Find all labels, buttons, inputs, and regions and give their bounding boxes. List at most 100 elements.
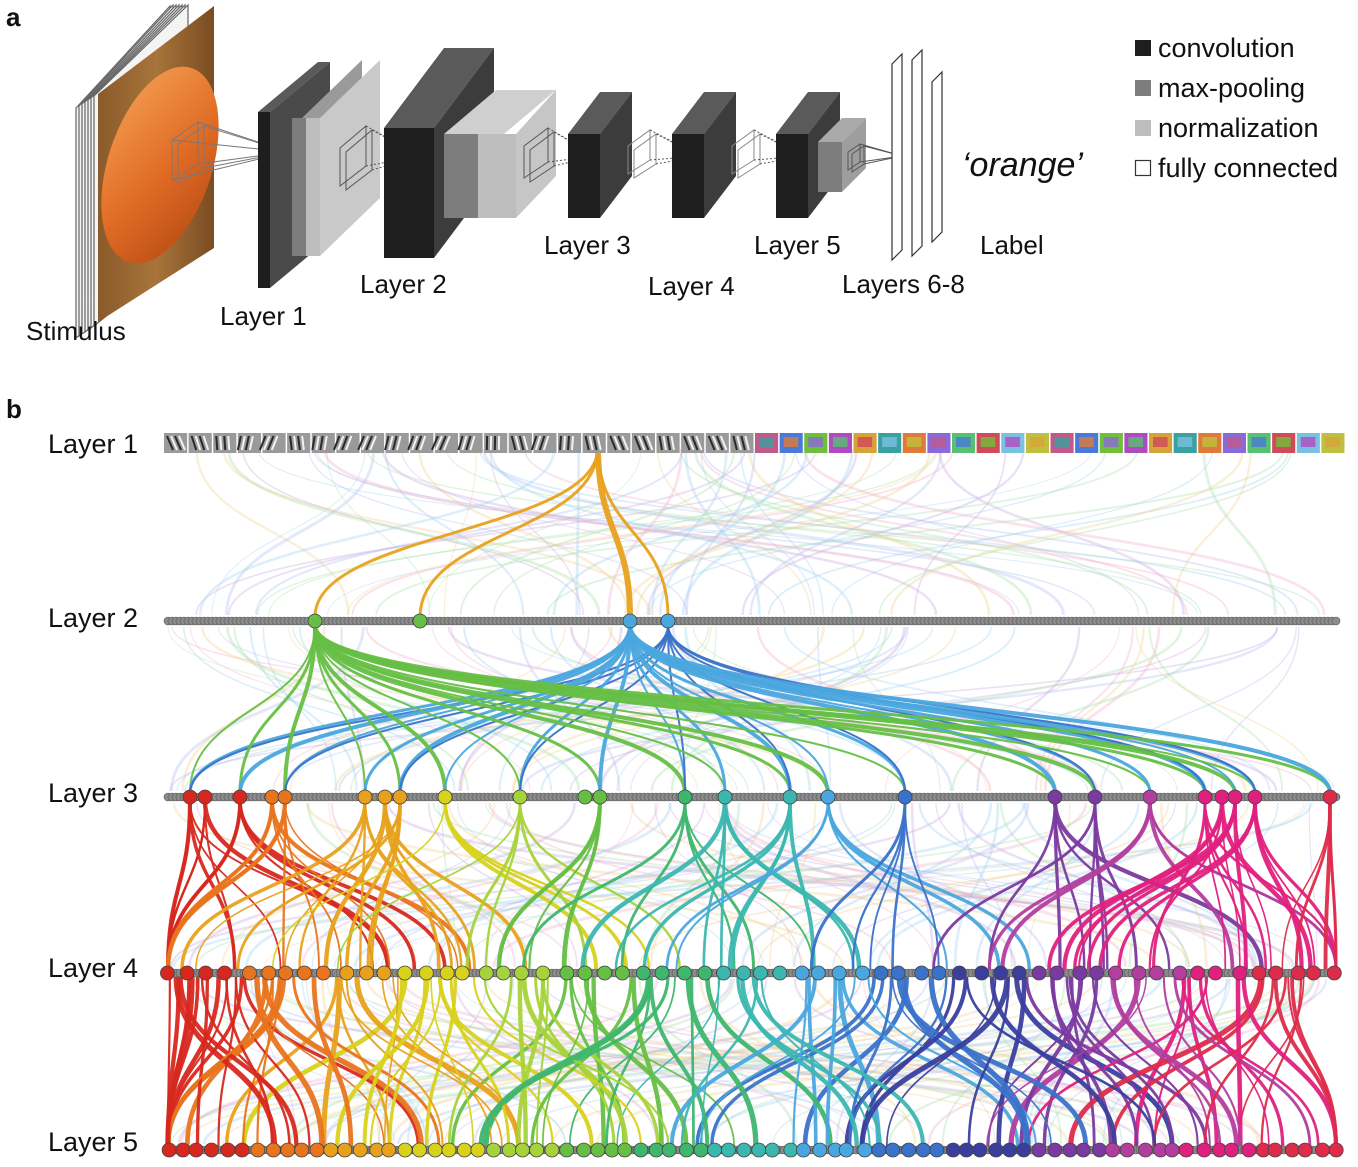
filter-thumbnail xyxy=(1099,433,1123,453)
highlighted-unit-node xyxy=(576,1142,592,1158)
highlighted-unit-node xyxy=(544,1142,560,1158)
highlighted-edge xyxy=(313,624,602,794)
filter-thumbnail-stripe xyxy=(715,435,724,451)
filter-thumbnail-blob xyxy=(906,437,922,447)
layer2-pool-front xyxy=(444,134,478,218)
filter-thumbnail xyxy=(164,433,188,453)
node-row-layer4 xyxy=(160,965,1342,981)
faint-edge xyxy=(1100,626,1297,792)
highlighted-unit-node xyxy=(782,789,798,805)
legend-label-fully-connected: fully connected xyxy=(1158,153,1338,183)
layer5-conv-front xyxy=(776,134,808,218)
highlighted-edge xyxy=(792,976,808,1147)
highlighted-edge xyxy=(465,800,522,970)
faint-edge xyxy=(953,802,1000,968)
filter-thumbnail-bg xyxy=(631,433,655,453)
faint-edge xyxy=(1160,802,1208,968)
highlighted-unit-node xyxy=(988,1142,1004,1158)
filter-thumbnail-blob xyxy=(1054,437,1070,447)
faint-edge xyxy=(256,448,937,616)
filter-thumbnail-stripe xyxy=(522,435,529,451)
highlighted-edge xyxy=(1050,976,1139,1147)
highlighted-edge xyxy=(311,976,354,1147)
highlighted-unit-node xyxy=(1214,789,1230,805)
layer3-conv-side xyxy=(600,92,632,218)
faint-edge xyxy=(878,448,1293,616)
highlighted-unit-node xyxy=(339,965,355,981)
highlighted-edge xyxy=(595,446,633,618)
highlighted-unit-node xyxy=(1142,789,1158,805)
highlighted-unit-node xyxy=(753,965,768,981)
filter-thumbnail-stripe xyxy=(219,435,223,451)
faint-edge xyxy=(226,448,601,616)
faint-edge xyxy=(353,802,1026,968)
highlighted-edge xyxy=(480,976,652,1147)
legend-label-max-pooling: max-pooling xyxy=(1158,73,1305,103)
highlighted-edge xyxy=(1204,800,1227,970)
faint-edge xyxy=(184,626,992,792)
faint-edge xyxy=(656,448,812,616)
highlighted-unit-node xyxy=(812,1142,828,1158)
layer3-block xyxy=(568,92,701,218)
highlighted-unit-node xyxy=(1322,789,1338,805)
highlighted-unit-node xyxy=(577,965,593,981)
faint-edge xyxy=(1202,448,1277,616)
faint-edge xyxy=(913,448,1007,616)
highlighted-edge xyxy=(313,446,600,618)
filter-thumbnail-stripe xyxy=(194,435,202,451)
filter-thumbnail-stripe xyxy=(744,435,750,451)
highlighted-unit-node xyxy=(1208,965,1223,981)
filter-thumbnail-stripe xyxy=(258,435,267,451)
filter-thumbnail xyxy=(631,433,655,453)
filter-thumbnail-blob xyxy=(1005,437,1020,447)
highlighted-edge xyxy=(685,976,759,1147)
highlighted-unit-node xyxy=(1089,965,1104,981)
faint-edge xyxy=(575,448,581,616)
filter-thumbnail xyxy=(1025,433,1049,453)
highlighted-unit-node xyxy=(1072,965,1088,981)
highlighted-edge xyxy=(189,624,316,794)
faint-edge xyxy=(685,448,756,616)
highlighted-unit-node xyxy=(412,613,428,629)
highlighted-unit-node xyxy=(277,789,293,805)
faint-edge xyxy=(283,626,893,792)
filter-thumbnail-blob xyxy=(1079,437,1094,447)
highlighted-edge xyxy=(530,976,633,1147)
faint-edge xyxy=(323,448,1016,616)
filter-thumbnail-stripe xyxy=(514,435,521,451)
filter-thumbnail xyxy=(1124,433,1148,453)
filter-thumbnail xyxy=(484,433,508,453)
faint-edge xyxy=(386,802,1295,968)
layer2-conv-top xyxy=(384,48,494,128)
faint-edge xyxy=(334,626,865,792)
highlighted-unit-node xyxy=(914,965,930,981)
highlighted-edge xyxy=(323,800,388,970)
filter-thumbnail-stripe xyxy=(736,435,742,451)
highlighted-unit-node xyxy=(648,1142,664,1158)
highlighted-unit-node xyxy=(635,965,651,981)
highlighted-edge xyxy=(901,976,1029,1147)
faint-edge xyxy=(941,978,1066,1145)
stimulus-image xyxy=(75,3,289,340)
highlighted-unit-node xyxy=(280,1142,296,1158)
legend-label-normalization: normalization xyxy=(1158,113,1319,143)
highlighted-unit-node xyxy=(794,965,810,981)
highlighted-unit-node xyxy=(217,965,232,981)
highlighted-unit-node xyxy=(397,965,413,981)
filter-thumbnail-stripe xyxy=(341,435,349,451)
filter-thumbnail-stripe xyxy=(396,435,402,451)
highlighted-unit-node xyxy=(1284,1142,1300,1158)
highlighted-unit-node xyxy=(577,789,593,805)
filter-thumbnail xyxy=(407,433,434,453)
highlighted-unit-node xyxy=(661,1142,677,1158)
faint-edge xyxy=(351,448,954,616)
highlighted-unit-node xyxy=(1251,965,1267,981)
highlighted-unit-node xyxy=(1047,789,1063,805)
filter-thumbnail-stripe xyxy=(461,435,468,451)
filter-thumbnail-stripe xyxy=(613,435,621,451)
highlighted-edge xyxy=(1068,976,1174,1147)
layer5-block xyxy=(776,92,903,218)
highlighted-unit-node xyxy=(175,1142,191,1158)
faint-edge xyxy=(722,802,1017,968)
